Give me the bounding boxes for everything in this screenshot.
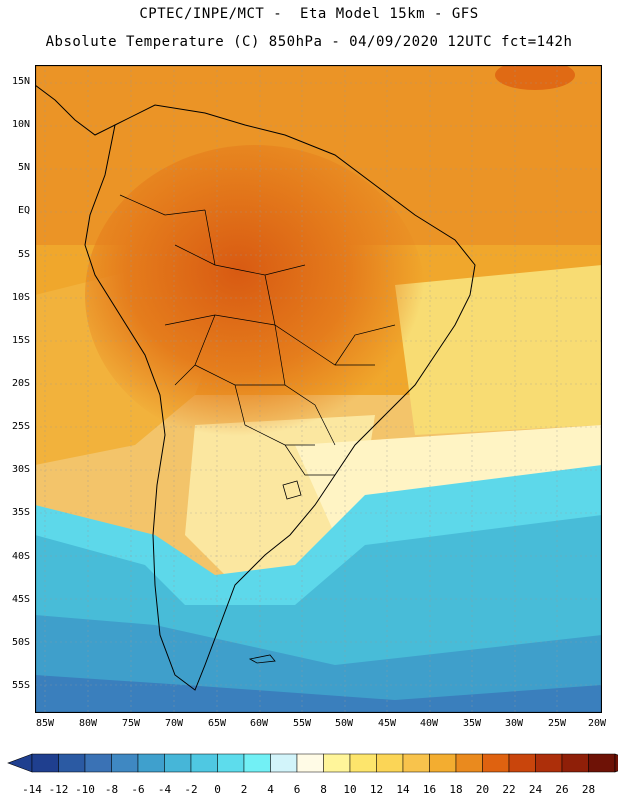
colorbar-tick-label: 0 [214, 783, 221, 796]
colorbar-swatch [217, 753, 245, 773]
lon-label: 80W [78, 718, 98, 729]
lat-label: 45S [11, 594, 30, 605]
colorbar-swatch [190, 753, 218, 773]
lat-label: 50S [11, 637, 30, 648]
colorbar-tick-label: -14 [22, 783, 42, 796]
map-border [34, 64, 603, 714]
colorbar-tick-label: 6 [293, 783, 301, 796]
lon-label: 45W [377, 718, 397, 729]
colorbar-swatch [561, 753, 589, 773]
lat-label: 10S [11, 292, 30, 303]
colorbar-low-arrow [7, 753, 33, 773]
colorbar-swatch [137, 753, 165, 773]
chart-subtitle: Absolute Temperature (C) 850hPa - 04/09/… [45, 34, 573, 50]
colorbar-swatch [323, 753, 351, 773]
colorbar-high-arrow [614, 753, 618, 773]
lat-label: 15N [11, 76, 30, 87]
colorbar-swatch [482, 753, 510, 773]
lon-label: 40W [419, 718, 439, 729]
lat-label: 30S [11, 464, 30, 475]
colorbar-tick-label: -10 [75, 783, 95, 796]
colorbar-tick-label: 2 [240, 783, 248, 796]
lon-label: 55W [292, 718, 312, 729]
colorbar-swatch [31, 753, 59, 773]
lon-label: 85W [35, 718, 55, 729]
colorbar-swatch [58, 753, 86, 773]
colorbar-swatch [535, 753, 563, 773]
field-east-atlantic-warm [395, 265, 602, 435]
colorbar-swatch [455, 753, 483, 773]
colorbar-swatch [84, 753, 112, 773]
colorbar-tick-label: -8 [104, 783, 119, 796]
colorbar-tick-label: 20 [475, 783, 490, 796]
lon-label: 60W [249, 718, 269, 729]
colorbar-tick-label: 4 [267, 783, 274, 796]
field-hot-spot-north [495, 60, 575, 90]
field-hot-core [85, 145, 425, 445]
colorbar-tick-label: 14 [396, 783, 410, 796]
colorbar-tick-label: 28 [581, 783, 596, 796]
central-america-coastline [34, 84, 116, 136]
lat-label: EQ [17, 205, 30, 216]
lon-label: 70W [164, 718, 184, 729]
colorbar-swatch [402, 753, 430, 773]
colorbar-tick-label: 8 [320, 783, 327, 796]
colorbar-tick-label: -4 [157, 783, 172, 796]
lagoa-dos-patos [282, 480, 302, 500]
lat-label: 5N [17, 162, 30, 173]
lon-label: 20W [587, 718, 607, 729]
lat-label: 10N [11, 119, 30, 130]
colorbar-tick-label: -12 [48, 783, 69, 796]
country-borders [119, 194, 396, 476]
south-america-coastline [84, 104, 476, 691]
temperature-map [34, 60, 603, 714]
colorbar-swatch [429, 753, 457, 773]
map-svg [34, 60, 603, 714]
lat-label: 5S [17, 249, 30, 260]
colorbar-swatch [111, 753, 139, 773]
lon-label: 75W [121, 718, 141, 729]
colorbar-swatch [270, 753, 298, 773]
colorbar-tick-label: 16 [422, 783, 437, 796]
colorbar-swatch [508, 753, 536, 773]
colorbar-tick-label: 18 [449, 783, 463, 796]
lat-label: 35S [11, 507, 30, 518]
lon-label: 30W [504, 718, 524, 729]
falkland-islands [248, 654, 276, 664]
colorbar-swatch [349, 753, 377, 773]
colorbar-tick-label: -6 [131, 783, 145, 796]
graticule [35, 65, 602, 713]
lat-label: 55S [11, 680, 30, 691]
colorbar-tick-label: 10 [343, 783, 357, 796]
colorbar-swatch [588, 753, 616, 773]
colorbar-swatch [296, 753, 324, 773]
lon-label: 50W [334, 718, 354, 729]
colorbar-tick-label: 24 [528, 783, 543, 796]
lon-label: 25W [547, 718, 567, 729]
colorbar-tick-label: 26 [555, 783, 569, 796]
lon-label: 35W [462, 718, 482, 729]
colorbar [7, 753, 618, 773]
colorbar-swatch [243, 753, 271, 773]
lon-label: 65W [207, 718, 227, 729]
colorbar-swatch [376, 753, 404, 773]
colorbar-swatch [164, 753, 192, 773]
lat-label: 25S [11, 421, 30, 432]
lat-label: 40S [11, 551, 30, 562]
lat-label: 20S [11, 378, 30, 389]
colorbar-tick-label: -2 [184, 783, 198, 796]
field-polar-band [35, 675, 602, 713]
colorbar-tick-label: 22 [502, 783, 516, 796]
colorbar-tick-label: 12 [369, 783, 384, 796]
chart-title: CPTEC/INPE/MCT - Eta Model 15km - GFS [139, 6, 479, 22]
lat-label: 15S [11, 335, 30, 346]
